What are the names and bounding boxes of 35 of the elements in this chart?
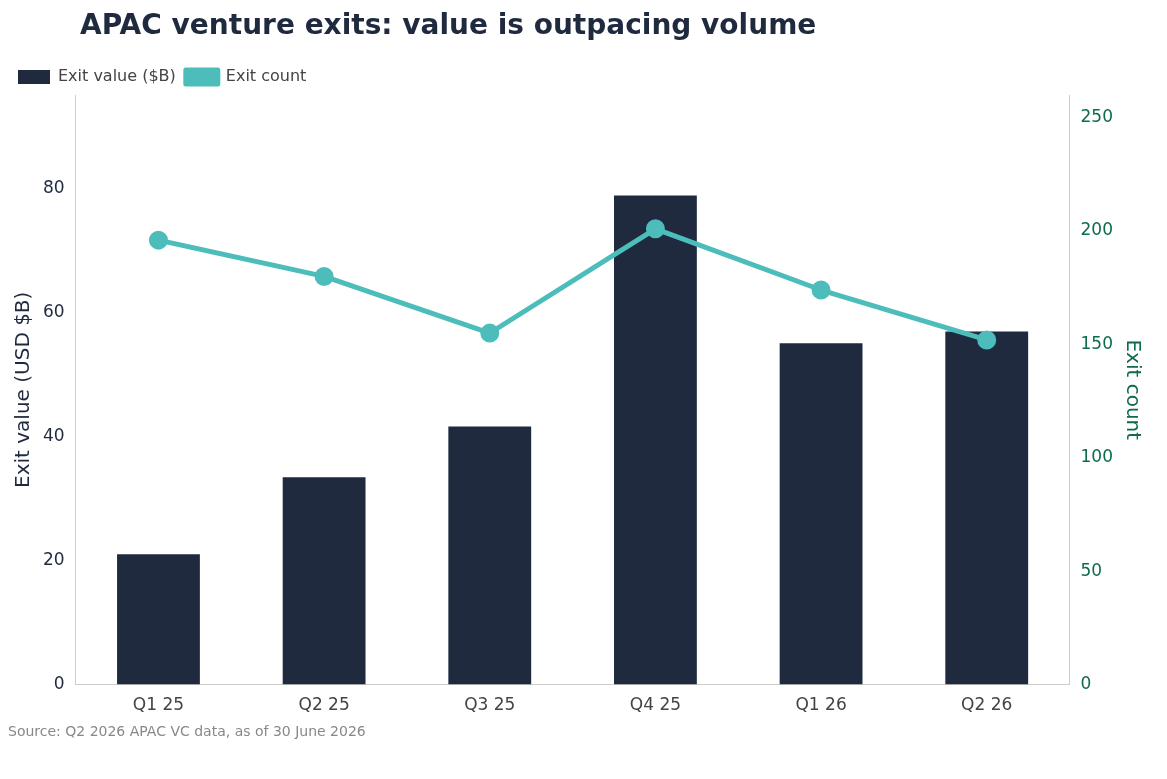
y2-tick-label: 150	[1080, 332, 1114, 353]
y2-tick-label: 100	[1080, 446, 1114, 467]
point	[811, 280, 831, 300]
point	[480, 323, 500, 343]
x-tick-label: Q3 25	[464, 694, 516, 715]
y2-axis-title: Exit count	[1121, 339, 1146, 441]
bar	[614, 195, 697, 685]
point	[645, 219, 665, 239]
y-tick-label: 20	[42, 548, 65, 569]
bar	[282, 477, 366, 685]
bar	[945, 331, 1029, 685]
y2-tick-label: 50	[1080, 559, 1103, 580]
y-axis-title: Exit value (USD $B)	[10, 291, 35, 488]
x-tick-label: Q4 25	[629, 694, 682, 715]
bar	[448, 426, 532, 685]
y2-tick-label: 200	[1080, 219, 1114, 240]
y2-tick-label: 250	[1080, 106, 1114, 127]
x-tick-label: Q2 26	[961, 694, 1013, 715]
point	[314, 266, 334, 286]
x-tick-label: Q1 26	[795, 694, 847, 715]
chart-title: APAC venture exits: value is outpacing volume	[80, 8, 818, 41]
point	[977, 330, 997, 350]
legend-label: Exit count	[225, 66, 307, 86]
x-tick-label: Q1 25	[132, 694, 185, 715]
bar	[779, 343, 863, 685]
y-tick-label: 40	[42, 424, 65, 445]
point	[148, 230, 168, 250]
y-tick-label: 0	[53, 673, 65, 694]
bar	[117, 554, 200, 685]
x-tick-label: Q2 25	[298, 694, 350, 715]
y2-tick-label: 0	[1080, 673, 1092, 694]
source-note: Source: Q2 2026 APAC VC data, as of 30 June 2026	[8, 723, 367, 739]
legend-label: Exit value ($B)	[58, 66, 176, 86]
y-tick-label: 80	[42, 176, 65, 197]
y-tick-label: 60	[42, 300, 65, 321]
